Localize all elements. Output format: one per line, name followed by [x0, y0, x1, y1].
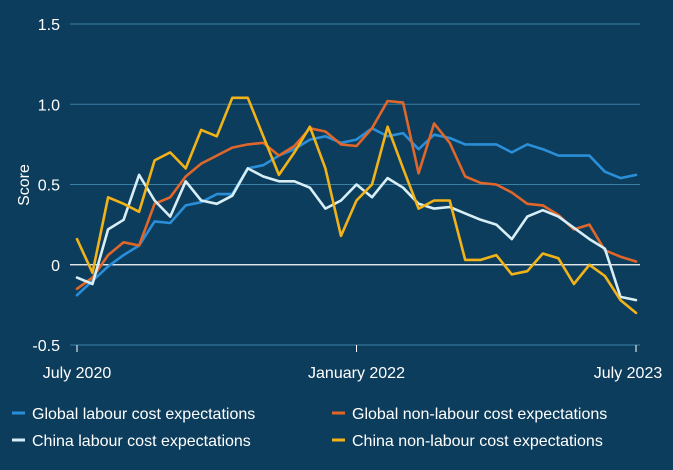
- y-tick-label: -0.5: [32, 338, 60, 355]
- legend-label: China non-labour cost expectations: [352, 433, 603, 450]
- legend: Global labour cost expectations Global no…: [12, 406, 607, 450]
- legend-label: China labour cost expectations: [32, 433, 251, 450]
- y-tick-labels: 1.5 1.0 0.5 0 -0.5: [32, 17, 60, 355]
- series-line-1: [75, 127, 638, 297]
- series-line-4: [75, 96, 638, 315]
- y-tick-label: 1.5: [38, 17, 60, 34]
- legend-label: Global labour cost expectations: [32, 406, 255, 423]
- series-line-2: [75, 99, 638, 291]
- x-tick-label: July 2023: [594, 365, 663, 382]
- y-tick-label: 0: [51, 258, 60, 275]
- y-axis-title: Score: [16, 164, 33, 206]
- x-tick-labels: July 2020 January 2022 July 2023: [43, 345, 663, 382]
- series-line-3: [75, 167, 638, 302]
- y-tick-label: 0.5: [38, 178, 60, 195]
- x-tick-label: January 2022: [308, 365, 405, 382]
- legend-label: Global non-labour cost expectations: [352, 406, 607, 423]
- series-lines: [75, 96, 638, 315]
- y-tick-label: 1.0: [38, 97, 60, 114]
- x-tick-label: July 2020: [43, 365, 112, 382]
